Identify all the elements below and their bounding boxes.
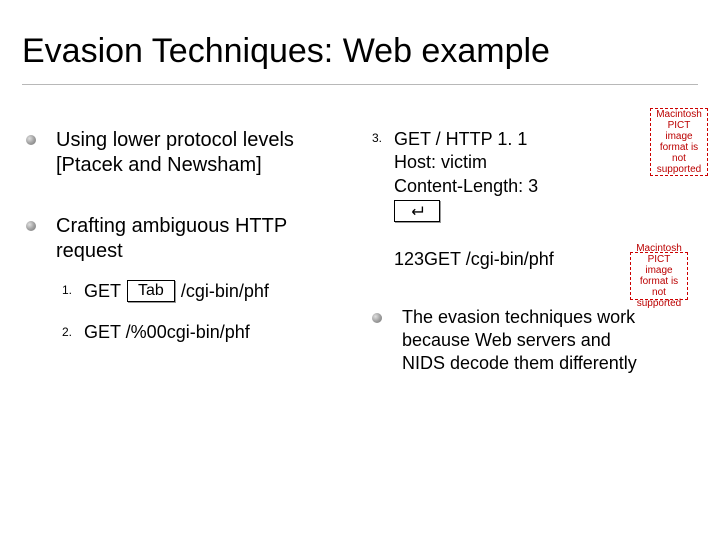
- sub-item: 1. GET Tab /cgi-bin/phf: [62, 280, 336, 302]
- code-line: 123GET /cgi-bin/phf: [394, 249, 652, 270]
- sub-list: 1. GET Tab /cgi-bin/phf 2. GET /%00cgi-b…: [62, 280, 336, 343]
- pict-placeholder: Macintosh PICT image format is not suppo…: [630, 252, 688, 300]
- bullet-item: Using lower protocol levels [Ptacek and …: [26, 128, 336, 178]
- sub-number: 1.: [62, 283, 84, 297]
- sub-number: 2.: [62, 325, 84, 339]
- bullet-text: The evasion techniques work because Web …: [402, 306, 652, 376]
- title-divider: [22, 84, 698, 85]
- enter-key-box: [394, 200, 440, 222]
- code-fragment: /cgi-bin/phf: [181, 281, 269, 302]
- right-column: 3. GET / HTTP 1. 1 Host: victim Content-…: [372, 128, 652, 376]
- slide-title: Evasion Techniques: Web example: [22, 32, 550, 71]
- left-column: Using lower protocol levels [Ptacek and …: [26, 128, 336, 363]
- bullet-text: Using lower protocol levels [Ptacek and …: [56, 128, 336, 178]
- code-fragment: GET: [84, 281, 121, 302]
- bullet-item: The evasion techniques work because Web …: [372, 306, 652, 376]
- code-line: Content-Length: 3: [394, 175, 538, 198]
- bullet-text: Crafting ambiguous HTTP request: [56, 214, 336, 264]
- enter-icon: [408, 204, 426, 218]
- code-line: GET / HTTP 1. 1: [394, 128, 538, 151]
- bullet-icon: [372, 313, 382, 323]
- sub-number: 3.: [372, 131, 394, 145]
- code-line: Host: victim: [394, 151, 538, 174]
- sub-text: GET / HTTP 1. 1 Host: victim Content-Len…: [394, 128, 538, 225]
- slide: Evasion Techniques: Web example Using lo…: [0, 0, 720, 540]
- sub-text: GET Tab /cgi-bin/phf: [84, 280, 269, 302]
- sub-text: GET /%00cgi-bin/phf: [84, 322, 250, 343]
- bullet-icon: [26, 135, 36, 145]
- pict-placeholder: Macintosh PICT image format is not suppo…: [650, 108, 708, 176]
- bullet-item: Crafting ambiguous HTTP request: [26, 214, 336, 264]
- bullet-icon: [26, 221, 36, 231]
- tab-key-box: Tab: [127, 280, 175, 302]
- sub-item: 2. GET /%00cgi-bin/phf: [62, 322, 336, 343]
- sub-item: 3. GET / HTTP 1. 1 Host: victim Content-…: [372, 128, 652, 225]
